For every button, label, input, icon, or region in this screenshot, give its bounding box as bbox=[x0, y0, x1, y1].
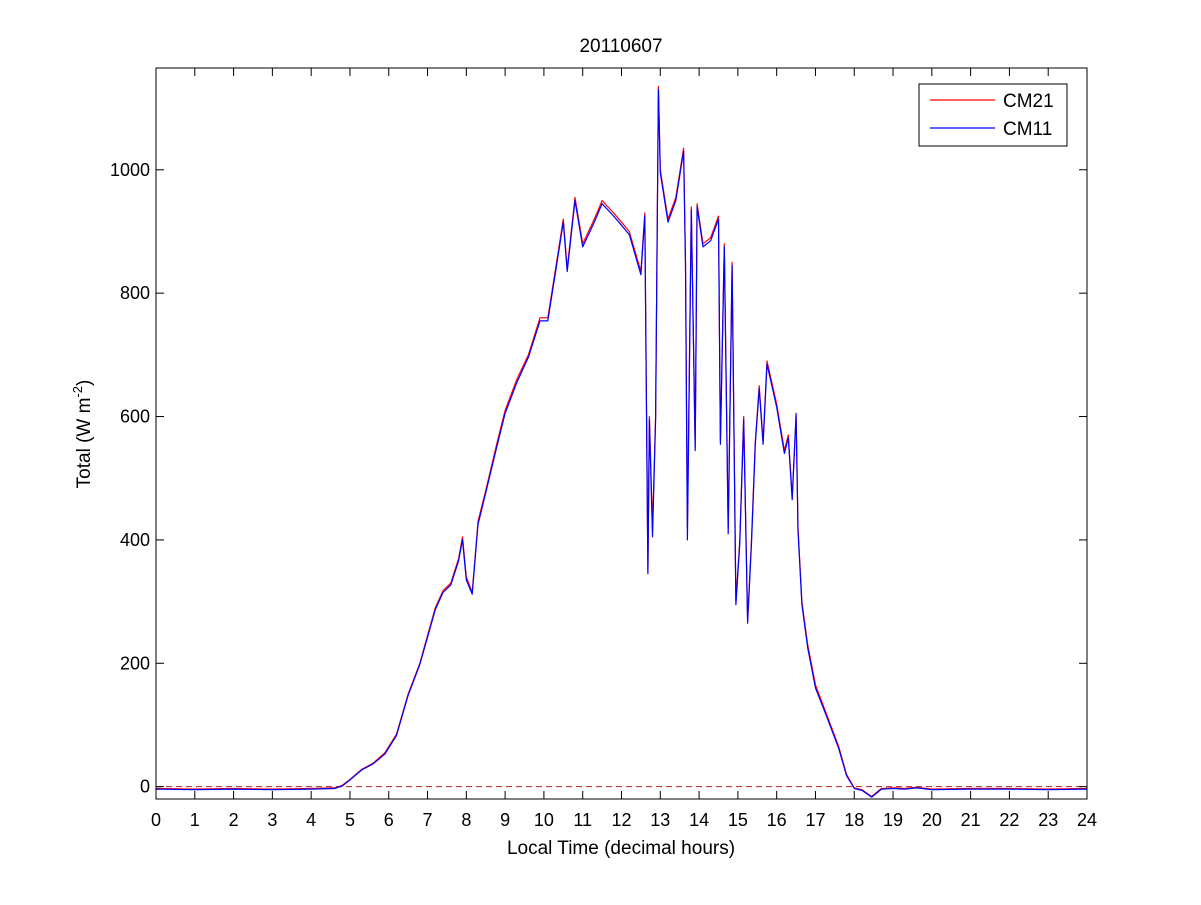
x-tick-label: 8 bbox=[461, 810, 471, 830]
x-tick-label: 16 bbox=[767, 810, 787, 830]
x-tick-label: 21 bbox=[961, 810, 981, 830]
x-tick-label: 9 bbox=[500, 810, 510, 830]
x-tick-label: 19 bbox=[883, 810, 903, 830]
plot-area bbox=[155, 67, 1088, 800]
x-tick-label: 3 bbox=[267, 810, 277, 830]
y-tick-label: 1000 bbox=[110, 160, 150, 180]
plot-background bbox=[156, 68, 1087, 799]
ticks-layer: 0 1 2 3 4 5 6 7 8 9 10 11 12 13 14 15 16 17 18 19 20 21 22 23 24… bbox=[110, 68, 1097, 830]
legend-entries: CM21 CM11 bbox=[930, 91, 1054, 140]
x-tick-label: 4 bbox=[306, 810, 316, 830]
x-axis-title: Local Time (decimal hours) bbox=[507, 838, 735, 859]
x-tick-label: 14 bbox=[689, 810, 709, 830]
legend-label-cm21: CM21 bbox=[1003, 91, 1054, 112]
y-axis-title-main: Total (W m bbox=[74, 398, 95, 489]
x-tick-label: 5 bbox=[345, 810, 355, 830]
x-tick-label: 6 bbox=[384, 810, 394, 830]
y-tick-label: 0 bbox=[140, 777, 150, 797]
x-tick-label: 11 bbox=[573, 810, 592, 830]
y-axis-title-close: ) bbox=[74, 380, 95, 386]
x-tick-label: 23 bbox=[1038, 810, 1058, 830]
x-tick-label: 18 bbox=[844, 810, 864, 830]
legend-box bbox=[918, 83, 1068, 147]
x-tick-label: 24 bbox=[1077, 810, 1097, 830]
y-tick-label: 200 bbox=[120, 653, 150, 673]
chart-title: 20110607 bbox=[579, 36, 662, 57]
x-tick-label: 17 bbox=[805, 810, 825, 830]
x-tick-label: 0 bbox=[151, 810, 161, 830]
x-tick-label: 12 bbox=[611, 810, 631, 830]
x-tick-label: 7 bbox=[423, 810, 433, 830]
x-tick-label: 2 bbox=[229, 810, 239, 830]
x-tick-label: 20 bbox=[922, 810, 942, 830]
x-tick-label: 10 bbox=[534, 810, 554, 830]
series-layer bbox=[155, 85, 1088, 798]
x-tick-label: 22 bbox=[999, 810, 1019, 830]
x-tick-label: 1 bbox=[190, 810, 200, 830]
y-tick-label: 800 bbox=[120, 283, 150, 303]
y-axis-title-superscript: -2 bbox=[70, 386, 85, 398]
legend: CM21 CM11 bbox=[918, 83, 1068, 147]
x-tick-label: 13 bbox=[650, 810, 670, 830]
series-line-cm11 bbox=[155, 89, 1088, 798]
y-tick-label: 600 bbox=[120, 407, 150, 427]
legend-label-cm11: CM11 bbox=[1003, 119, 1052, 140]
y-axis-title: Total (W m-2) bbox=[70, 380, 95, 489]
x-tick-label: 15 bbox=[728, 810, 748, 830]
y-tick-label: 400 bbox=[120, 530, 150, 550]
